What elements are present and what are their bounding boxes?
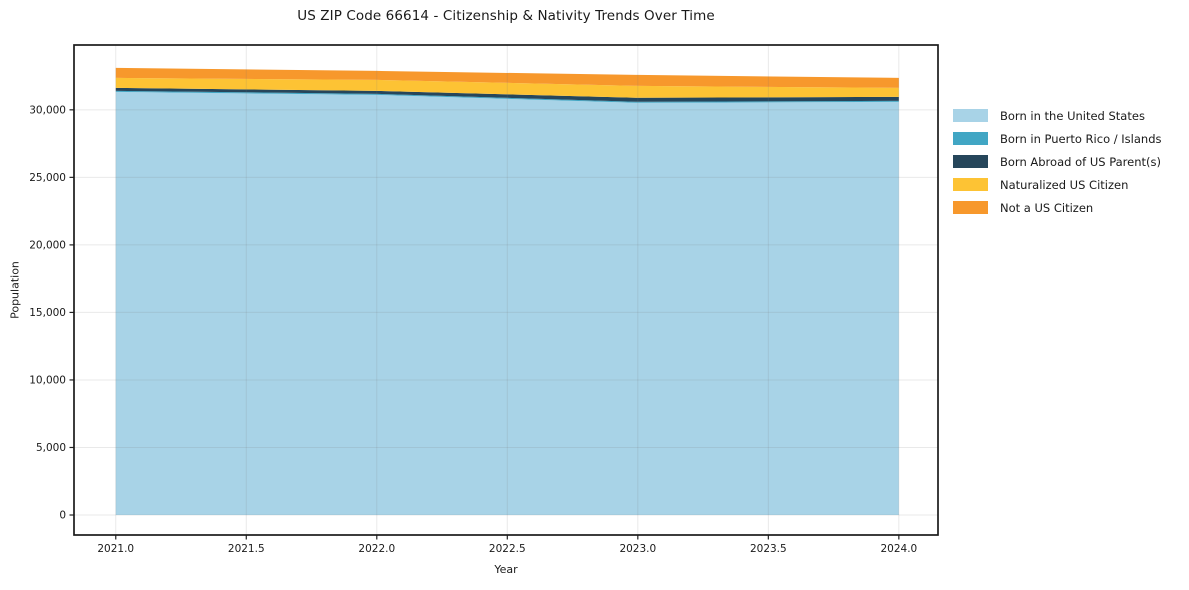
- legend: Born in the United States Born in Puerto …: [953, 104, 1162, 219]
- x-tick-label: 2024.0: [880, 543, 917, 555]
- legend-item: Not a US Citizen: [953, 196, 1162, 219]
- legend-item: Born Abroad of US Parent(s): [953, 150, 1162, 173]
- x-tick-label: 2022.5: [489, 543, 526, 555]
- x-tick-label: 2023.5: [750, 543, 787, 555]
- legend-item: Born in Puerto Rico / Islands: [953, 127, 1162, 150]
- area-series-2: [115, 87, 899, 102]
- legend-item-label: Born in Puerto Rico / Islands: [1000, 131, 1162, 146]
- area-series-1: [115, 90, 899, 103]
- area-series-4: [115, 67, 899, 88]
- legend-item-label: Not a US Citizen: [1000, 200, 1094, 215]
- legend-item-label: Born Abroad of US Parent(s): [1000, 154, 1161, 169]
- legend-swatch-icon: [953, 109, 988, 122]
- y-tick-label: 5,000: [36, 442, 66, 454]
- plot-border: [73, 44, 939, 536]
- x-tick-label: 2021.0: [97, 543, 134, 555]
- y-tick-label: 0: [59, 510, 66, 522]
- y-tick-label: 25,000: [29, 172, 66, 184]
- y-tick-label: 15,000: [29, 307, 66, 319]
- legend-item: Born in the United States: [953, 104, 1162, 127]
- y-tick-label: 10,000: [29, 374, 66, 386]
- y-tick-label: 30,000: [29, 104, 66, 116]
- axis-tick-labels: 2021.0 2021.5 2022.0 2022.5 2023.0 2023.5 2024…: [29, 104, 917, 555]
- area-series-3: [115, 77, 899, 98]
- x-axis-label: Year: [494, 563, 518, 576]
- legend-item-label: Naturalized US Citizen: [1000, 177, 1129, 192]
- legend-item: Naturalized US Citizen: [953, 173, 1162, 196]
- x-tick-label: 2022.0: [358, 543, 395, 555]
- x-tick-label: 2021.5: [228, 543, 265, 555]
- y-tick-label: 20,000: [29, 239, 66, 251]
- y-axis-label: Population: [8, 261, 22, 319]
- gridlines: [74, 45, 938, 535]
- legend-swatch-icon: [953, 155, 988, 168]
- legend-swatch-icon: [953, 132, 988, 145]
- area-series-0: [115, 91, 899, 516]
- legend-swatch-icon: [953, 178, 988, 191]
- legend-swatch-icon: [953, 201, 988, 214]
- stacked-areas: [115, 67, 899, 516]
- x-tick-label: 2023.0: [619, 543, 656, 555]
- legend-item-label: Born in the United States: [1000, 108, 1145, 123]
- chart-title: US ZIP Code 66614 - Citizenship & Nativi…: [297, 8, 715, 24]
